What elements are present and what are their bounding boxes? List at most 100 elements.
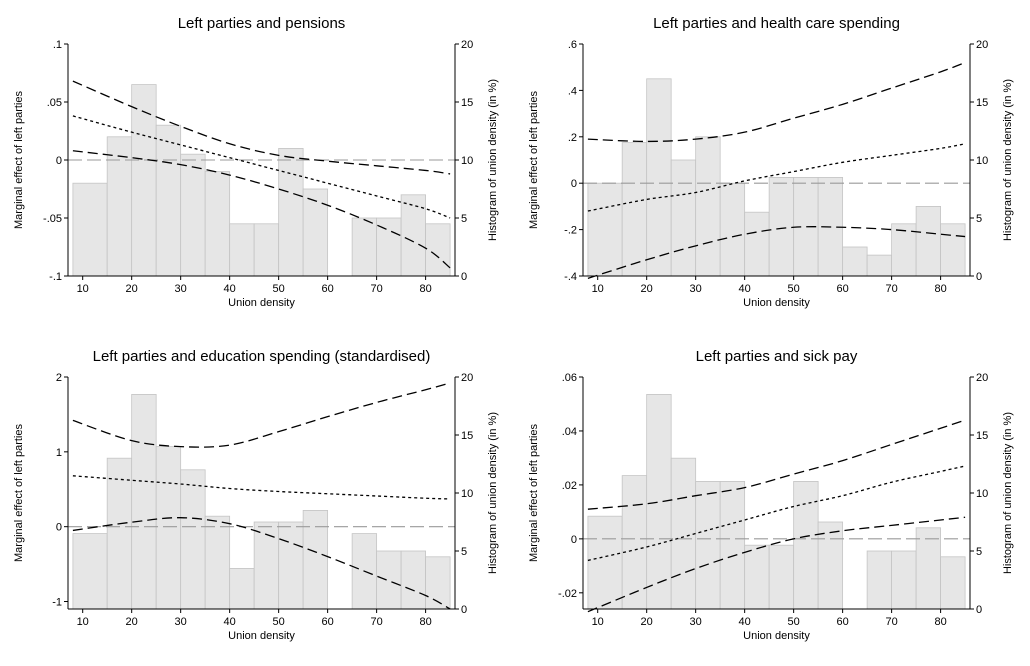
histogram-bar — [302, 509, 329, 610]
histogram-bar — [915, 205, 941, 277]
y-tick-label: .04 — [562, 426, 577, 438]
y-tick-label: .02 — [562, 480, 577, 492]
histogram-bar — [180, 153, 206, 277]
chart-title: Left parties and sick pay — [696, 348, 858, 365]
histogram-bar — [425, 223, 451, 277]
y2-tick-label: 5 — [461, 546, 467, 558]
x-tick-label: 60 — [322, 616, 334, 628]
y2-tick-label: 15 — [461, 97, 473, 109]
upper-ci-line — [587, 419, 966, 510]
y2-tick-label: 0 — [461, 271, 467, 283]
y2-tick-label: 20 — [461, 39, 473, 51]
y2-tick-label: 0 — [976, 271, 982, 283]
histogram-bar — [278, 521, 304, 610]
y2-axis-label: Histogram of union density (in %) — [1002, 79, 1014, 241]
y-tick-label: 0 — [571, 534, 577, 546]
y2-axis-label: Histogram of union density (in %) — [487, 79, 499, 241]
x-tick-label: 20 — [641, 283, 653, 295]
histogram-bar — [155, 124, 182, 277]
x-axis-label: Union density — [743, 630, 810, 642]
x-tick-label: 80 — [419, 283, 431, 295]
y-tick-label: .05 — [47, 97, 62, 109]
upper-ci-line — [587, 61, 966, 143]
estimate-line — [587, 465, 966, 562]
histogram-bar — [376, 217, 402, 277]
histogram-bar — [400, 550, 426, 610]
estimate-line — [72, 475, 451, 500]
x-tick-label: 30 — [690, 616, 702, 628]
histogram-bar — [204, 515, 231, 610]
histogram-bar — [351, 217, 378, 277]
x-tick-label: 20 — [641, 616, 653, 628]
x-tick-label: 20 — [126, 616, 138, 628]
y2-tick-label: 15 — [461, 430, 473, 442]
x-axis-label: Union density — [743, 297, 810, 309]
x-axis-label: Union density — [228, 297, 295, 309]
chart-panel-pensions: -.1 -.05 0 .05 .1 0 5 10 15 20 10 20 30 40 50 60 70 80 Lef… — [13, 15, 499, 309]
y2-tick-label: 5 — [976, 213, 982, 225]
y-tick-label: 0 — [571, 178, 577, 190]
histogram-bar — [180, 469, 206, 610]
lower-ci-line — [72, 150, 451, 269]
y2-tick-label: 20 — [976, 39, 988, 51]
histogram-bar — [106, 136, 133, 277]
histogram — [587, 78, 966, 277]
x-tick-label: 70 — [885, 616, 897, 628]
y-tick-label: .2 — [568, 132, 577, 144]
histogram-bar — [842, 246, 868, 277]
chart-panel-sick-pay: -.02 0 .02 .04 .06 0 5 10 15 20 10 20 30 40 50 60 70 80 Le… — [528, 348, 1014, 642]
x-tick-label: 70 — [370, 283, 382, 295]
histogram-bar — [695, 480, 721, 610]
x-tick-label: 10 — [77, 616, 89, 628]
histogram-bar — [587, 182, 623, 277]
x-tick-label: 30 — [690, 283, 702, 295]
histogram-bar — [915, 527, 941, 610]
x-tick-label: 10 — [77, 283, 89, 295]
y2-tick-label: 10 — [461, 488, 473, 500]
histogram-bar — [768, 176, 795, 277]
lower-ci-line — [72, 517, 451, 610]
y-axis-label: Marginal effect of left parties — [528, 424, 540, 562]
histogram-bar — [940, 556, 966, 610]
y-axis-label: Marginal effect of left parties — [528, 91, 540, 229]
histogram — [72, 84, 451, 277]
histogram-bar — [229, 567, 255, 610]
x-axis-label: Union density — [228, 630, 295, 642]
x-tick-label: 30 — [175, 283, 187, 295]
y2-tick-label: 20 — [976, 372, 988, 384]
y-tick-label: .1 — [53, 39, 62, 51]
y-tick-label: .4 — [568, 85, 577, 97]
chart-title: Left parties and pensions — [178, 15, 346, 32]
y2-tick-label: 0 — [461, 604, 467, 616]
y-tick-label: -.02 — [558, 588, 577, 600]
x-tick-label: 30 — [175, 616, 187, 628]
x-tick-label: 50 — [788, 616, 800, 628]
x-tick-label: 60 — [837, 616, 849, 628]
y-tick-label: 0 — [56, 155, 62, 167]
histogram-bar — [744, 211, 770, 277]
x-tick-label: 50 — [788, 283, 800, 295]
upper-ci-line — [72, 80, 451, 175]
histogram-bar — [131, 394, 157, 610]
histogram-bar — [793, 480, 819, 610]
y2-axis-label: Histogram of union density (in %) — [1002, 412, 1014, 574]
y-tick-label: -1 — [52, 597, 62, 609]
chart-panel-health-care: -.4 -.2 0 .2 .4 .6 0 5 10 15 20 10 20 30 40 50 60 70 80 Lef… — [528, 15, 1014, 309]
x-tick-label: 10 — [592, 616, 604, 628]
histogram-bar — [768, 544, 795, 610]
x-tick-label: 20 — [126, 283, 138, 295]
y-tick-label: 1 — [56, 447, 62, 459]
histogram-bar — [204, 171, 231, 277]
x-tick-label: 50 — [273, 616, 285, 628]
x-tick-label: 40 — [739, 283, 751, 295]
y2-tick-label: 15 — [976, 97, 988, 109]
x-tick-label: 50 — [273, 283, 285, 295]
histogram — [587, 394, 966, 610]
histogram-bar — [106, 457, 133, 610]
histogram-bar — [155, 446, 182, 610]
histogram-bar — [400, 194, 426, 277]
lower-ci-line — [587, 226, 966, 279]
y2-tick-label: 10 — [976, 488, 988, 500]
